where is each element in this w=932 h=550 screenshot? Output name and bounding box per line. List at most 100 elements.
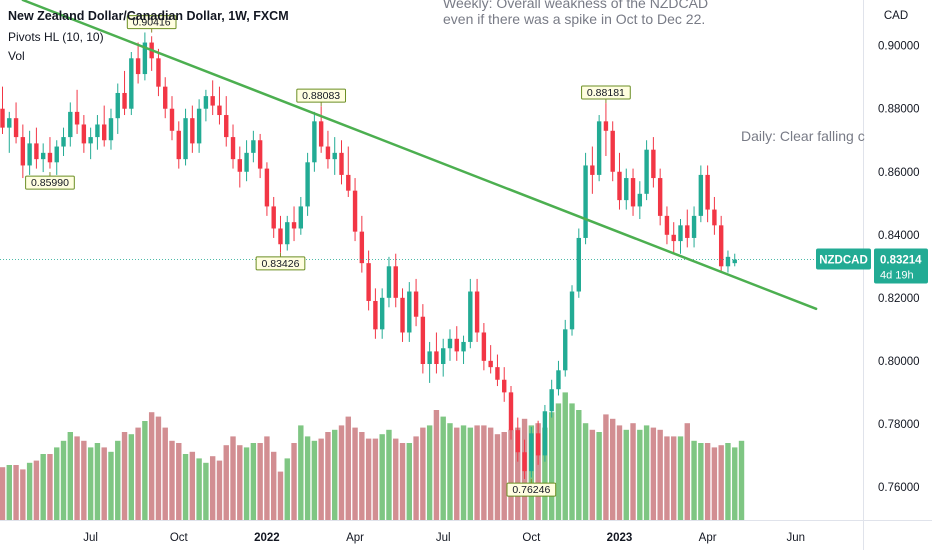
candle — [244, 140, 249, 182]
candle — [81, 115, 87, 153]
volume-bar — [60, 440, 67, 520]
volume-bar — [515, 427, 521, 520]
candle — [352, 178, 358, 242]
indicator-pivots-label[interactable]: Pivots HL (10, 10) — [8, 30, 104, 44]
indicator-vol-label[interactable]: Vol — [8, 49, 25, 63]
volume-bar — [454, 427, 460, 520]
volume-bar — [196, 458, 202, 520]
candle-body — [325, 146, 331, 160]
candle-body — [257, 140, 263, 169]
volume-bar — [101, 447, 107, 520]
volume-bar — [508, 429, 514, 520]
pivot-label-low: 0.76246 — [506, 479, 557, 497]
pivot-label-high: 0.88083 — [296, 88, 347, 107]
candle-body — [651, 149, 656, 179]
volume-bar — [365, 438, 372, 520]
candle-body — [54, 146, 59, 163]
candle-body — [278, 228, 283, 245]
candle — [27, 130, 32, 175]
volume-bar — [87, 447, 94, 520]
candle-body — [732, 259, 737, 264]
volume-bar — [576, 410, 582, 520]
candle-body — [508, 392, 514, 431]
y-tick-label: 0.82000 — [878, 293, 920, 305]
candle-body — [712, 209, 717, 226]
volume-bar — [291, 443, 297, 520]
volume-bar — [26, 462, 33, 520]
volume-bar — [142, 421, 148, 520]
volume-bar — [277, 471, 284, 520]
volume-bar — [487, 427, 494, 520]
pivot-value: 0.76246 — [512, 484, 550, 496]
candle — [630, 168, 636, 216]
candle — [705, 165, 710, 223]
volume-bar — [216, 460, 223, 520]
candle — [230, 124, 236, 169]
candle — [142, 32, 148, 81]
candle-body — [420, 316, 426, 364]
candle-body — [664, 215, 670, 235]
candle-body — [529, 433, 534, 472]
candle-body — [441, 348, 446, 364]
candle-body — [386, 266, 392, 298]
candle — [74, 89, 80, 134]
candle — [610, 121, 615, 182]
candle — [285, 215, 290, 251]
volume-bar — [271, 451, 277, 520]
candle-body — [230, 137, 236, 160]
chart-title[interactable]: New Zealand Dollar/Canadian Dollar, 1W, … — [8, 9, 289, 23]
volume-bar — [250, 443, 257, 520]
candle — [508, 386, 514, 440]
candle — [664, 206, 670, 245]
y-tick-label: 0.90000 — [878, 41, 920, 53]
pivot-box — [581, 85, 631, 100]
candle — [169, 96, 175, 141]
candle-body — [461, 341, 466, 352]
volume-bar — [304, 436, 311, 520]
volume-bar — [630, 423, 636, 520]
candle-body — [576, 237, 581, 292]
candle — [712, 196, 717, 235]
candle — [603, 103, 609, 156]
candle-body — [657, 178, 663, 216]
candle-body — [298, 206, 304, 229]
candle-body — [318, 121, 324, 147]
volume-bar — [6, 465, 12, 520]
candle — [183, 108, 188, 166]
volume-bar — [413, 436, 419, 520]
volume-bar — [203, 462, 209, 520]
volume-bar — [399, 443, 406, 520]
candle — [359, 215, 365, 273]
candle-body — [244, 152, 249, 172]
volume-bar — [610, 418, 616, 520]
volume-bar — [209, 456, 216, 520]
candle — [441, 338, 446, 377]
candle — [271, 196, 276, 238]
candle — [129, 52, 134, 116]
candle — [732, 253, 737, 267]
candle-body — [264, 168, 270, 207]
candle — [393, 253, 398, 308]
volume-bar — [393, 438, 399, 520]
volume-bar — [481, 425, 487, 520]
volume-bar — [671, 436, 677, 520]
x-tick-label: Oct — [522, 532, 541, 544]
candle — [461, 335, 466, 364]
candle-body — [115, 92, 120, 119]
candle — [488, 345, 493, 374]
candle-body — [108, 118, 114, 141]
y-tick-label: 0.76000 — [878, 482, 920, 494]
candle — [427, 341, 432, 383]
volume-bar — [54, 447, 60, 520]
candle — [576, 228, 581, 298]
candle-body — [183, 118, 188, 160]
candle-body — [678, 225, 683, 242]
candle — [373, 288, 378, 339]
candle — [420, 304, 426, 374]
candle-body — [515, 430, 520, 453]
volume-bar — [542, 427, 548, 520]
candle-body — [637, 193, 643, 207]
candle-body — [271, 206, 276, 229]
candle — [379, 288, 385, 339]
